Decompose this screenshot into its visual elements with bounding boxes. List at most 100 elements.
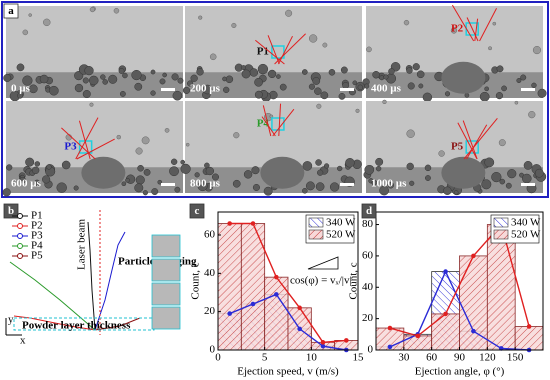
y-tick-label: 80: [362, 218, 374, 230]
powder-particle: [317, 169, 324, 176]
airborne-particle: [185, 142, 190, 147]
airborne-particle: [28, 13, 32, 17]
airborne-particle: [116, 134, 121, 140]
airborne-particle: [532, 46, 542, 55]
airborne-particle: [285, 9, 293, 17]
powder-particle: [379, 75, 385, 81]
panel-label: b: [8, 205, 14, 217]
y-tick-label: 40: [204, 267, 216, 279]
powder-particle: [388, 68, 395, 75]
point: [274, 274, 279, 280]
image-frame: 1000 µs P5: [363, 99, 547, 196]
powder-particle: [464, 92, 470, 98]
inset-image: [151, 234, 181, 258]
powder-particle: [406, 67, 413, 74]
powder-particle: [412, 63, 420, 71]
time-label: 400 µs: [371, 83, 402, 95]
powder-particle: [251, 166, 260, 175]
y-tick-label: 60: [362, 249, 374, 261]
legend-label: P2: [31, 220, 43, 232]
powder-particle: [249, 68, 259, 77]
powder-particle: [379, 185, 389, 196]
legend-swatch: [308, 229, 324, 240]
inset-image: [151, 282, 181, 306]
powder-particle: [357, 84, 364, 91]
legend-label: P5: [31, 250, 43, 262]
ejection-arrow: [76, 138, 115, 160]
panel-label: d: [366, 205, 372, 217]
series-line: [229, 222, 347, 344]
powder-particle: [520, 74, 527, 81]
powder-particle: [241, 69, 251, 79]
powder-particle: [499, 178, 506, 185]
airborne-particle: [322, 42, 328, 48]
y-tick-label: 20: [204, 305, 216, 317]
legend-swatch: [308, 217, 324, 228]
powder-particle: [222, 76, 227, 82]
legend-swatch: [493, 217, 509, 228]
ejection-arrow: [262, 105, 272, 137]
particle-box: [465, 140, 479, 154]
airborne-particle: [406, 129, 415, 138]
series-line: [229, 293, 347, 351]
trajectory: [94, 317, 141, 331]
ejection-arrow: [451, 4, 475, 42]
ejection-arrow: [466, 124, 488, 160]
inset-image: [151, 306, 181, 330]
powder-particle: [315, 182, 325, 191]
powder-particle: [121, 181, 127, 187]
legend-swatch: [493, 229, 509, 240]
powder-particle: [180, 163, 191, 174]
powder-particle: [329, 182, 340, 192]
y-tick-label: 40: [362, 281, 374, 293]
powder-particle: [523, 161, 533, 170]
powder-particle: [56, 182, 67, 193]
x-tick-label: 15: [353, 352, 365, 364]
ejection-arrow: [466, 17, 479, 42]
vector-diagram: [307, 256, 339, 270]
particle-label: P5: [451, 141, 464, 153]
axis-label: y: [8, 314, 14, 326]
powder-particle: [516, 78, 522, 84]
powder-particle: [301, 69, 308, 75]
powder-particle: [202, 84, 213, 95]
bar: [217, 223, 242, 351]
point: [320, 343, 326, 349]
powder-particle: [33, 179, 41, 186]
legend-label: P3: [31, 230, 43, 242]
powder-particle: [6, 164, 13, 171]
annotation: Powder layer thickness: [22, 320, 131, 332]
powder-particle: [232, 179, 241, 188]
powder-particle: [371, 179, 378, 186]
powder-particle: [143, 168, 151, 176]
powder-particle: [125, 177, 130, 183]
axis-label: x: [20, 335, 26, 347]
powder-particle: [308, 83, 315, 90]
powder-particle: [267, 69, 277, 79]
powder-particle: [134, 183, 144, 193]
scale-bar: [161, 183, 175, 186]
point: [250, 301, 256, 307]
powder-particle: [182, 86, 191, 94]
legend-label: 520 W: [326, 229, 356, 241]
powder-particle: [39, 74, 49, 84]
point: [526, 324, 532, 329]
powder-particle: [537, 88, 547, 98]
powder-particle: [157, 179, 163, 185]
powder-particle: [212, 173, 219, 181]
powder-particle: [425, 175, 431, 181]
annotation: cos(φ) = vₓ/|v|: [290, 275, 352, 287]
x-tick-label: 10: [306, 352, 318, 364]
airborne-particle: [403, 19, 410, 26]
powder-particle: [364, 83, 370, 89]
airborne-particle: [233, 132, 240, 139]
particle-label: P3: [64, 141, 77, 153]
legend-marker: [17, 243, 23, 249]
y-axis-label: Count, c: [190, 262, 202, 299]
x-axis-label: Ejection speed, v (m/s): [237, 366, 339, 378]
ejection-arrow: [75, 117, 99, 160]
point: [250, 221, 256, 226]
powder-particle: [496, 65, 504, 73]
powder-particle: [484, 86, 489, 92]
